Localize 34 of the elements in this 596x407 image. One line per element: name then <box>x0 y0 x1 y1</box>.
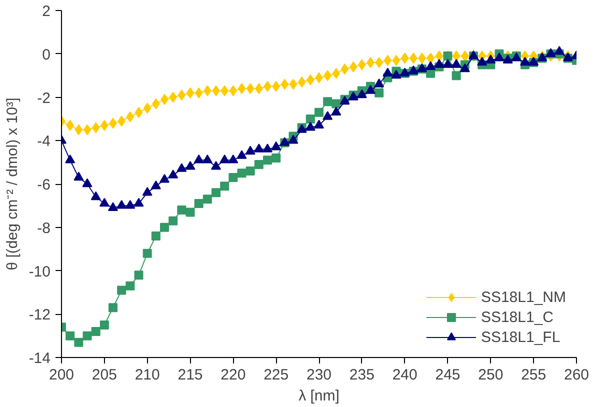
y-tick-label: -2 <box>37 90 51 107</box>
point <box>238 83 246 94</box>
x-tick-label: 235 <box>349 366 374 384</box>
legend-label: SS18L1_FL <box>480 328 560 346</box>
x-tick-label: 215 <box>178 366 203 384</box>
point <box>134 106 143 118</box>
point <box>392 54 400 66</box>
y-tick-label: 2 <box>42 3 50 20</box>
point <box>83 124 92 136</box>
x-tick-label: 205 <box>92 366 117 384</box>
y-tick-label: -4 <box>37 133 51 150</box>
x-tick-label: 255 <box>521 366 546 384</box>
x-tick-label: 200 <box>48 366 74 384</box>
y-tick-label: -6 <box>37 176 51 194</box>
point <box>340 64 349 75</box>
y-tick-label: -10 <box>28 263 51 280</box>
x-tick-label: 230 <box>306 366 332 384</box>
legend-label: SS18L1_NM <box>480 288 566 306</box>
y-tick-label: -12 <box>28 306 51 324</box>
y-tick-label: 0 <box>42 46 50 64</box>
x-tick-label: 240 <box>392 366 418 384</box>
x-tick-label: 225 <box>264 366 289 384</box>
x-tick-label: 250 <box>478 366 504 384</box>
y-axis-title: θ [(deg cm⁻² / dmol) x 10³] <box>4 98 21 270</box>
x-tick-label: 220 <box>220 366 246 384</box>
legend-label: SS18L1_C <box>480 308 554 326</box>
x-tick-label: 210 <box>134 366 160 384</box>
point <box>186 87 194 98</box>
point <box>289 78 298 90</box>
y-tick-label: -8 <box>37 220 51 237</box>
x-tick-label: 245 <box>435 366 460 384</box>
y-tick-label: -14 <box>28 350 51 367</box>
x-axis-title: λ [nm] <box>298 388 340 404</box>
x-tick-label: 260 <box>564 366 590 384</box>
